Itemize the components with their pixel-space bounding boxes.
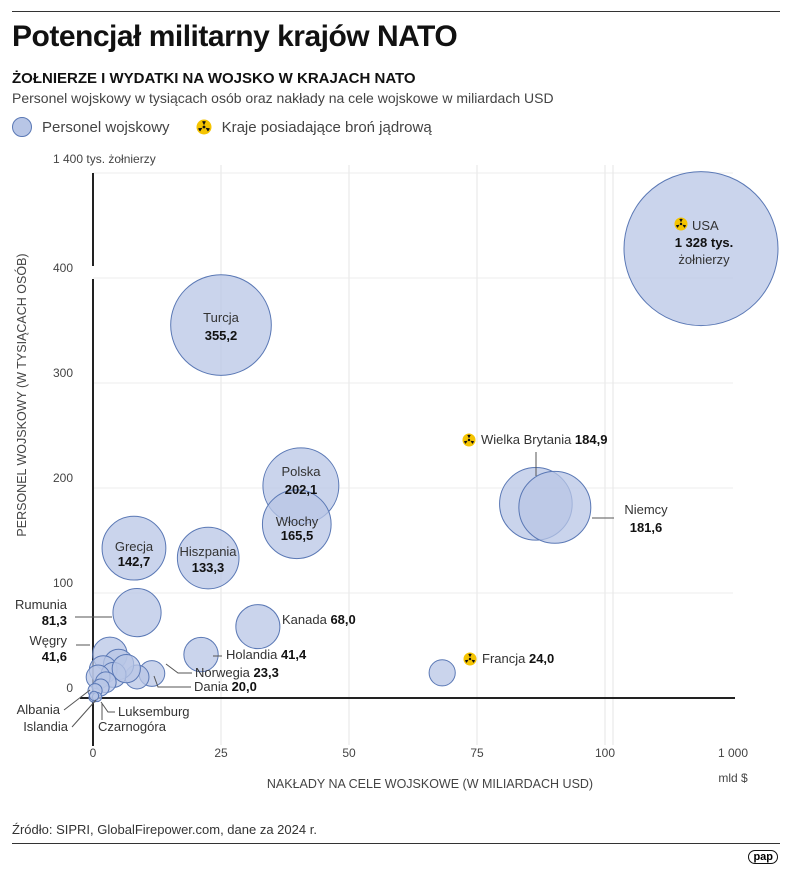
- value-węgry: 41,6: [42, 649, 67, 664]
- label-wielka-brytania: Wielka Brytania 184,9: [481, 432, 607, 447]
- bottom-divider: [12, 843, 780, 844]
- value-norwegia: 23,3: [250, 665, 279, 680]
- bubble-kanada: [235, 604, 281, 650]
- x-tick-label: 0: [90, 746, 97, 760]
- value-włochy: 165,5: [281, 528, 314, 543]
- x-tick-label: 25: [214, 746, 228, 760]
- chart-subtitle: ŻOŁNIERZE I WYDATKI NA WOJSKO W KRAJACH …: [12, 70, 416, 87]
- bubble-grecja: [101, 515, 167, 581]
- leader-line: [100, 701, 115, 713]
- source-note: Źródło: SIPRI, GlobalFirepower.com, dane…: [12, 822, 317, 837]
- y-tick-label: 300: [53, 366, 73, 380]
- leader-line: [71, 699, 97, 728]
- legend-nuclear-label: Kraje posiadające broń jądrową: [221, 118, 432, 136]
- top-divider: [12, 11, 780, 12]
- label-usa: USA: [692, 218, 719, 233]
- label-czarnogóra: Czarnogóra: [98, 719, 167, 734]
- page-title: Potencjał militarny krajów NATO: [12, 20, 458, 53]
- bubble-rumunia: [112, 588, 162, 638]
- y-tick-label: 0: [66, 681, 73, 695]
- radiation-icon: [674, 217, 688, 231]
- label-grecja: Grecja: [115, 539, 154, 554]
- label-polska: Polska: [281, 464, 321, 479]
- bubble-country: [111, 653, 141, 684]
- value-turcja: 355,2: [205, 328, 238, 343]
- label-niemcy: Niemcy: [624, 502, 668, 517]
- bubble-hiszpania: [176, 526, 240, 590]
- label-kanada: Kanada 68,0: [282, 612, 356, 627]
- y-axis-title: PERSONEL WOJSKOWY (W TYSIĄCACH OSÓB): [14, 253, 29, 536]
- label-islandia: Islandia: [23, 719, 69, 734]
- value-wielka-brytania: 184,9: [571, 432, 607, 447]
- x-tick-label: 75: [470, 746, 484, 760]
- label-turcja: Turcja: [203, 310, 239, 325]
- bubble-czarnogóra: [88, 690, 100, 702]
- value-usa: 1 328 tys.: [675, 235, 734, 250]
- label-dania: Dania 20,0: [194, 679, 257, 694]
- value-niemcy: 181,6: [630, 520, 663, 535]
- value-holandia: 41,4: [277, 647, 307, 662]
- label-hiszpania: Hiszpania: [179, 544, 237, 559]
- x-tick-label: 1 000: [718, 746, 748, 760]
- label-francja: Francja 24,0: [482, 651, 554, 666]
- bubble-holandia: [183, 636, 219, 673]
- y-tick-label: 400: [53, 261, 73, 275]
- legend-bubble-icon: [12, 117, 32, 137]
- bubble-usa: [623, 171, 779, 327]
- pap-logo: pap: [748, 850, 778, 864]
- leader-line: [153, 675, 191, 688]
- value-kanada: 68,0: [327, 612, 356, 627]
- value-francja: 24,0: [525, 651, 554, 666]
- y-tick-label: 100: [53, 576, 73, 590]
- label-luksemburg: Luksemburg: [118, 704, 190, 719]
- bubble-turcja: [170, 274, 272, 376]
- radiation-icon: [463, 652, 477, 666]
- radiation-icon: [462, 433, 476, 447]
- value-dania: 20,0: [228, 679, 257, 694]
- leader-line: [165, 663, 192, 674]
- x-tick-label: 50: [342, 746, 356, 760]
- label-albania: Albania: [17, 702, 61, 717]
- leader-line: [63, 689, 91, 711]
- radiation-icon: [196, 119, 212, 135]
- value-rumunia: 81,3: [42, 613, 67, 628]
- x-unit-label: mld $: [718, 771, 748, 785]
- bubble-francja: [428, 659, 456, 687]
- label-norwegia: Norwegia 23,3: [195, 665, 279, 680]
- label-rumunia: Rumunia: [15, 597, 68, 612]
- chart-description: Personel wojskowy w tysiącach osób oraz …: [12, 90, 554, 106]
- unit-usa: żołnierzy: [678, 252, 730, 267]
- label-węgry: Węgry: [29, 633, 67, 648]
- value-hiszpania: 133,3: [192, 560, 225, 575]
- y-tick-label: 200: [53, 471, 73, 485]
- y-tick-label: 1 400 tys. żołnierzy: [53, 152, 156, 166]
- x-axis-title: NAKŁADY NA CELE WOJSKOWE (W MILIARDACH U…: [267, 777, 593, 791]
- bubble-włochy: [261, 489, 332, 560]
- legend: Personel wojskowy Kraje posiadające broń…: [12, 117, 432, 137]
- value-polska: 202,1: [285, 482, 318, 497]
- bubble-niemcy: [518, 470, 592, 544]
- x-tick-label: 100: [595, 746, 615, 760]
- legend-bubble-label: Personel wojskowy: [42, 118, 170, 136]
- value-grecja: 142,7: [118, 554, 151, 569]
- label-włochy: Włochy: [276, 514, 319, 529]
- label-holandia: Holandia 41,4: [226, 647, 307, 662]
